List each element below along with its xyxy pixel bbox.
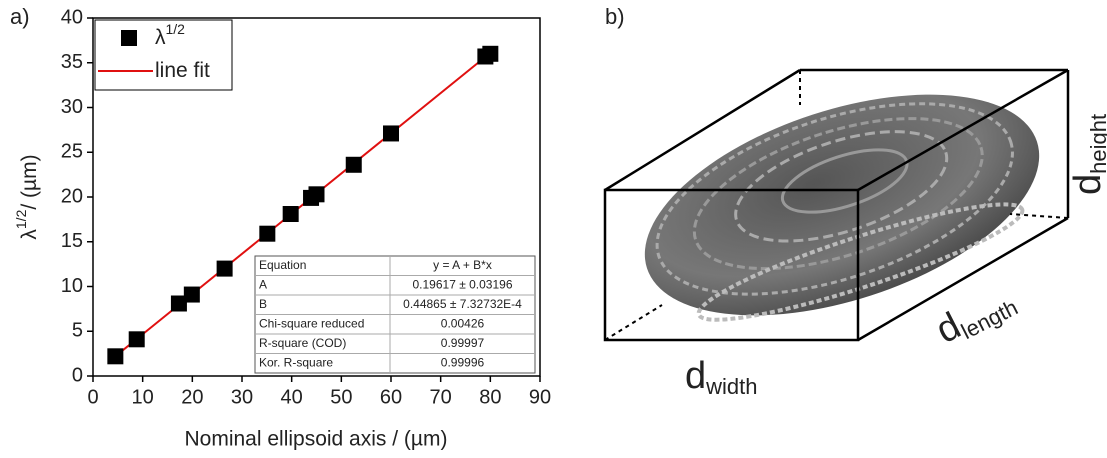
data-point (345, 156, 362, 173)
data-point (383, 125, 399, 142)
table-cell: y = A + B*x (433, 258, 492, 272)
y-tick-label: 0 (72, 364, 83, 386)
table-cell: 0.44865 ± 7.32732E-4 (403, 297, 522, 311)
table-cell: Kor. R-square (259, 355, 333, 369)
data-point (259, 225, 276, 242)
legend-name: λ (155, 26, 166, 49)
data-point (282, 206, 299, 223)
table-cell: 0.99997 (441, 336, 485, 350)
height-label: dheight (1067, 114, 1107, 195)
data-point (482, 45, 499, 62)
table-cell: 0.99996 (441, 355, 485, 369)
dim-base: d (1067, 174, 1107, 195)
bounding-box (603, 68, 1070, 342)
y-tick-label: 40 (61, 6, 83, 28)
y-title-rest: / (µm) (18, 154, 41, 209)
x-tick-label: 0 (87, 386, 98, 408)
legend-name: line fit (155, 59, 210, 82)
x-tick-label: 60 (380, 386, 402, 408)
y-tick-label: 5 (72, 320, 83, 342)
data-point (170, 295, 187, 312)
dim-sub: width (705, 374, 757, 399)
data-point (308, 186, 325, 203)
ellipsoid-panel: b) dwidth dlength dheight (603, 4, 1107, 399)
y-tick-label: 20 (61, 185, 83, 207)
table-cell: Equation (259, 258, 306, 272)
dim-base: d (685, 355, 706, 397)
table-cell: 0.19617 ± 0.03196 (412, 277, 512, 291)
dim-sub: length (957, 294, 1022, 343)
x-tick-label: 30 (231, 386, 253, 408)
legend-marker (121, 30, 137, 46)
x-tick-label: 20 (181, 386, 203, 408)
dim-sub: height (1086, 114, 1107, 174)
x-tick-label: 90 (529, 386, 551, 408)
y-title-sup: 1/2 (13, 209, 29, 229)
table-cell: Chi-square reduced (259, 316, 364, 330)
legend-label: λ1/2 (155, 21, 185, 49)
legend-sup: 1/2 (166, 21, 186, 37)
y-title-symbol: λ (18, 229, 41, 240)
legend (94, 19, 233, 91)
legend-label: line fit (155, 59, 210, 82)
y-tick-label: 30 (61, 96, 83, 118)
x-tick-label: 50 (330, 386, 352, 408)
table-cell: A (259, 277, 267, 291)
x-tick-label: 40 (281, 386, 303, 408)
table-cell: B (259, 297, 267, 311)
table-cell: R-square (COD) (259, 336, 346, 350)
y-tick-label: 35 (61, 51, 83, 73)
y-tick-label: 25 (61, 141, 83, 163)
data-point (216, 260, 233, 277)
y-tick-label: 10 (61, 275, 83, 297)
y-tick-label: 15 (61, 230, 83, 252)
panel-label: a) (10, 4, 30, 29)
ellipsoid (644, 94, 1040, 322)
data-point (107, 348, 124, 365)
x-tick-label: 10 (132, 386, 154, 408)
plot-area: 0 10 20 30 40 50 60 70 80 90 0 5 10 15 20 25 30 35 40 Equat… (61, 6, 551, 408)
table-cell: 0.00426 (441, 316, 485, 330)
data-point (183, 286, 200, 303)
y-axis-title: λ1/2/ (µm) (13, 154, 41, 239)
x-tick-label: 70 (430, 386, 452, 408)
panel-label: b) (605, 4, 625, 29)
data-point (128, 331, 145, 348)
x-tick-label: 80 (479, 386, 501, 408)
width-label: dwidth (685, 355, 758, 399)
x-axis-title: Nominal ellipsoid axis / (µm) (184, 428, 447, 451)
